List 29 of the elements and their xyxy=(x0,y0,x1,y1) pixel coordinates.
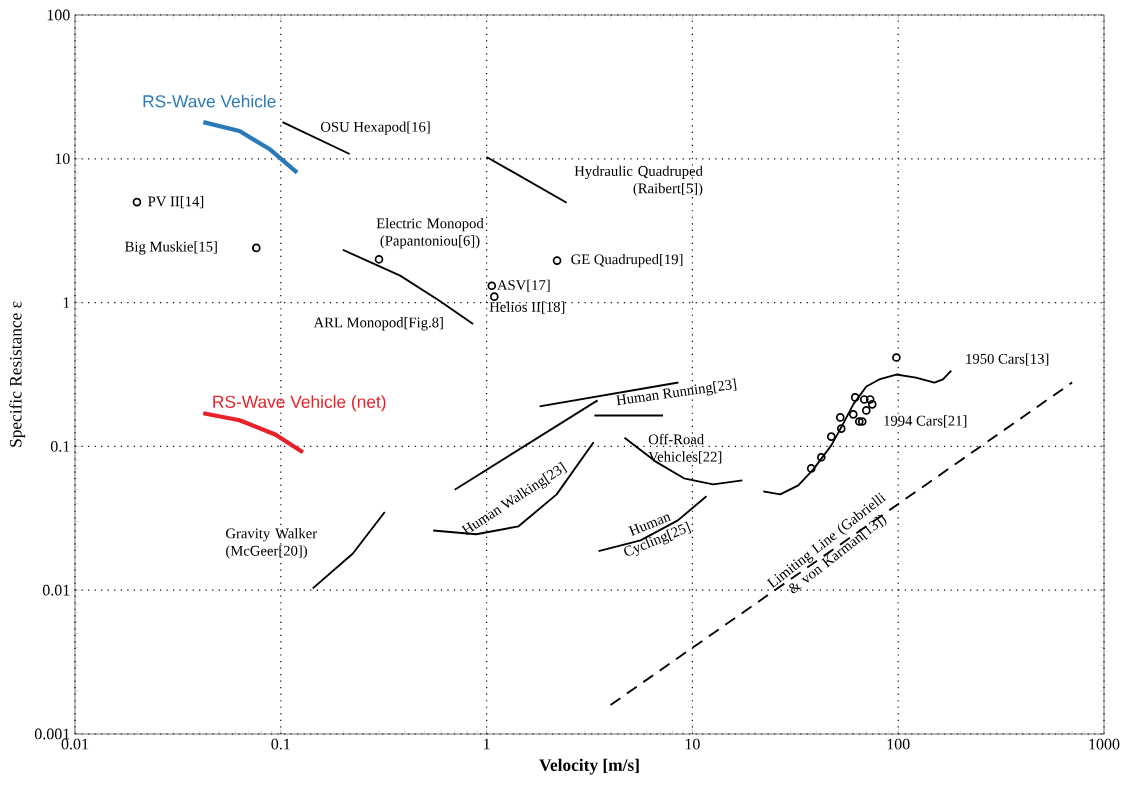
series-label: Electric Monopod (Papantoniou[6]) xyxy=(376,218,484,249)
series-label: Helios II[18] xyxy=(489,301,565,314)
y-tick-label: 10 xyxy=(55,153,70,165)
series-label: OSU Hexapod[16] xyxy=(320,121,430,135)
x-tick-label: 10 xyxy=(685,738,700,750)
series-label: PV II[14] xyxy=(148,196,204,209)
x-tick-label: 1 xyxy=(484,738,490,750)
series-label: ASV[17] xyxy=(497,279,550,292)
x-axis-title: Velocity [m/s] xyxy=(539,758,639,775)
x-tick-label: 0.1 xyxy=(271,738,290,750)
y-axis-title: Specific Resistance ε xyxy=(9,301,26,447)
y-tick-label: 0.01 xyxy=(42,584,70,596)
series-label: 1994 Cars[21] xyxy=(884,415,967,428)
series-label: RS-Wave Vehicle xyxy=(143,94,276,108)
text: Big Muskie[15] xyxy=(125,241,217,255)
y-tick-label: 1 xyxy=(63,297,70,308)
series-label: Hydraulic Quadruped (Raibert[5]) xyxy=(574,165,703,197)
y-tick-label: 100 xyxy=(47,9,70,21)
text: Human Running[23] xyxy=(615,378,737,406)
y-tick-label: 0.001 xyxy=(34,728,70,740)
series-label: Off-Road Vehicles[22] xyxy=(648,433,722,464)
series-label: GE Quadruped[19] xyxy=(571,253,683,268)
y-tick-label: 0.1 xyxy=(50,440,70,452)
series-label: ARL Monopod[Fig.8] xyxy=(313,317,443,331)
series-label: 1950 Cars[13] xyxy=(966,353,1049,366)
series-label: Gravity Walker (McGeer[20]) xyxy=(226,528,317,559)
x-tick-label: 100 xyxy=(887,738,910,750)
series-label: RS-Wave Vehicle (net) xyxy=(213,395,386,412)
x-tick-label: 1000 xyxy=(1089,738,1120,750)
